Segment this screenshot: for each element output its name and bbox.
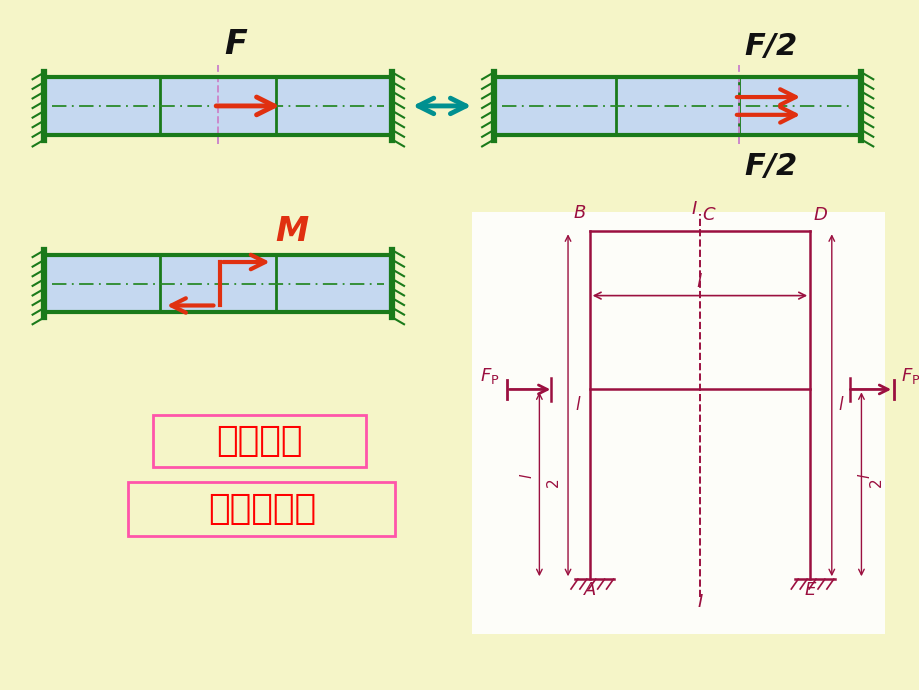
Text: $F_{\rm P}$: $F_{\rm P}$ bbox=[900, 366, 919, 386]
Bar bbox=[44, 77, 391, 135]
Text: $l$: $l$ bbox=[574, 396, 581, 414]
Text: F/2: F/2 bbox=[743, 152, 796, 181]
Bar bbox=[44, 255, 391, 313]
Text: 对称结构: 对称结构 bbox=[216, 424, 302, 458]
Text: $l$: $l$ bbox=[837, 396, 844, 414]
Text: $l$: $l$ bbox=[696, 273, 703, 290]
Bar bbox=[471, 212, 884, 634]
Text: D: D bbox=[812, 206, 826, 224]
Text: $2$: $2$ bbox=[868, 480, 884, 489]
Text: F: F bbox=[224, 28, 246, 61]
Text: 反对称载荷: 反对称载荷 bbox=[208, 492, 315, 526]
Text: C: C bbox=[701, 206, 714, 224]
Text: F/2: F/2 bbox=[743, 32, 796, 61]
Text: $2$: $2$ bbox=[546, 480, 562, 489]
Bar bbox=[129, 482, 395, 535]
Text: E: E bbox=[803, 581, 815, 599]
Bar bbox=[494, 77, 860, 135]
Bar bbox=[153, 415, 365, 466]
Text: A: A bbox=[583, 581, 596, 599]
Text: I: I bbox=[691, 199, 697, 217]
Bar bbox=[44, 255, 391, 313]
Bar bbox=[494, 77, 860, 135]
Bar bbox=[44, 77, 391, 135]
Text: $l$: $l$ bbox=[519, 473, 535, 480]
Text: $l$: $l$ bbox=[857, 473, 872, 480]
Text: M: M bbox=[276, 215, 309, 248]
Text: B: B bbox=[573, 204, 585, 221]
Text: $F_{\rm P}$: $F_{\rm P}$ bbox=[480, 366, 499, 386]
Text: I: I bbox=[697, 593, 702, 611]
